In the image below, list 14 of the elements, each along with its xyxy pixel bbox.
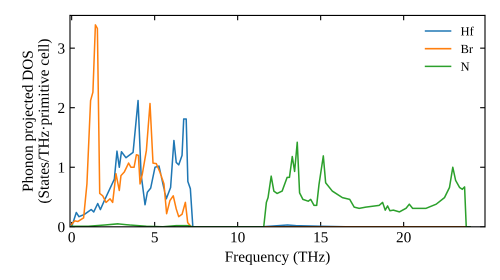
x-tick-label: 15 (314, 232, 328, 242)
y-axis-title: Phonon projected DOS (States/THz·primitive cell) (22, 39, 52, 203)
y-tick-label: 3 (58, 43, 65, 54)
y-tick-label: 1 (58, 162, 64, 173)
legend-label: Br (460, 44, 473, 54)
x-tick-label: 20 (396, 232, 411, 242)
x-tick-label: 5 (152, 232, 158, 242)
x-tick-label: 0 (68, 232, 75, 242)
legend-label: Hf (460, 26, 474, 36)
y-tick-label: 2 (58, 102, 64, 113)
legend-label: N (460, 62, 470, 71)
x-tick-label: 10 (231, 232, 245, 242)
x-axis-title: Frequency (THz) (225, 251, 330, 265)
y-tick-label: 0 (58, 222, 65, 232)
